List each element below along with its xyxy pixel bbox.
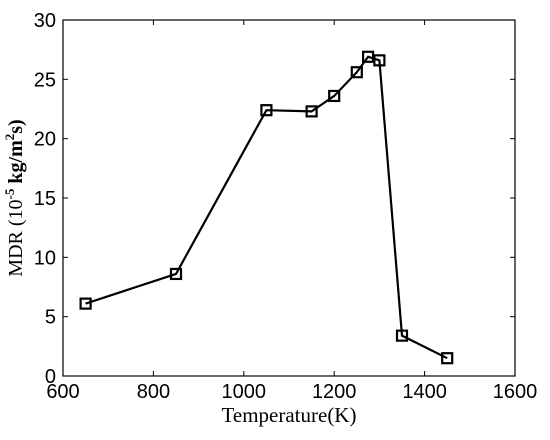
data-point bbox=[169, 267, 183, 281]
y-tick-label: 10 bbox=[34, 247, 56, 269]
data-point bbox=[350, 66, 363, 79]
x-tick-label: 1600 bbox=[493, 381, 538, 403]
y-axis-label-exp1: -5 bbox=[2, 188, 17, 199]
data-point bbox=[373, 54, 386, 67]
series-line bbox=[85, 55, 448, 360]
data-point bbox=[260, 104, 273, 117]
x-tick-label: 600 bbox=[46, 381, 79, 403]
data-point bbox=[441, 352, 454, 365]
plot-frame bbox=[62, 19, 516, 377]
y-tick-label: 0 bbox=[45, 366, 56, 388]
y-tick-label: 30 bbox=[34, 10, 56, 32]
axis-ticks: 600 800 1000 1200 1400 1600 0 5 10 15 20 25 30 bbox=[34, 10, 538, 403]
y-tick-label: 20 bbox=[34, 129, 56, 151]
x-tick-label: 1200 bbox=[312, 381, 357, 403]
data-point bbox=[328, 89, 341, 103]
y-axis-label-middle: kg/m bbox=[5, 140, 27, 189]
x-tick-label: 1000 bbox=[222, 381, 267, 403]
x-axis-label: Temperature(K) bbox=[222, 403, 357, 427]
y-tick-label: 25 bbox=[34, 69, 56, 91]
x-tick-label: 1400 bbox=[402, 381, 447, 403]
y-axis-label-prefix: MDR (10 bbox=[5, 199, 27, 276]
data-point bbox=[79, 297, 92, 310]
y-tick-label: 15 bbox=[34, 188, 56, 210]
data-point bbox=[305, 105, 318, 118]
y-axis-label: MDR (10-5 kg/m2s) bbox=[2, 119, 27, 276]
data-point bbox=[362, 50, 375, 63]
x-tick-label: 800 bbox=[137, 381, 170, 403]
y-tick-label: 5 bbox=[45, 307, 56, 329]
data-point bbox=[395, 329, 409, 342]
y-axis-label-suffix: s) bbox=[5, 119, 27, 133]
y-axis-label-exp2: 2 bbox=[2, 134, 17, 141]
plot-marks bbox=[79, 50, 454, 365]
